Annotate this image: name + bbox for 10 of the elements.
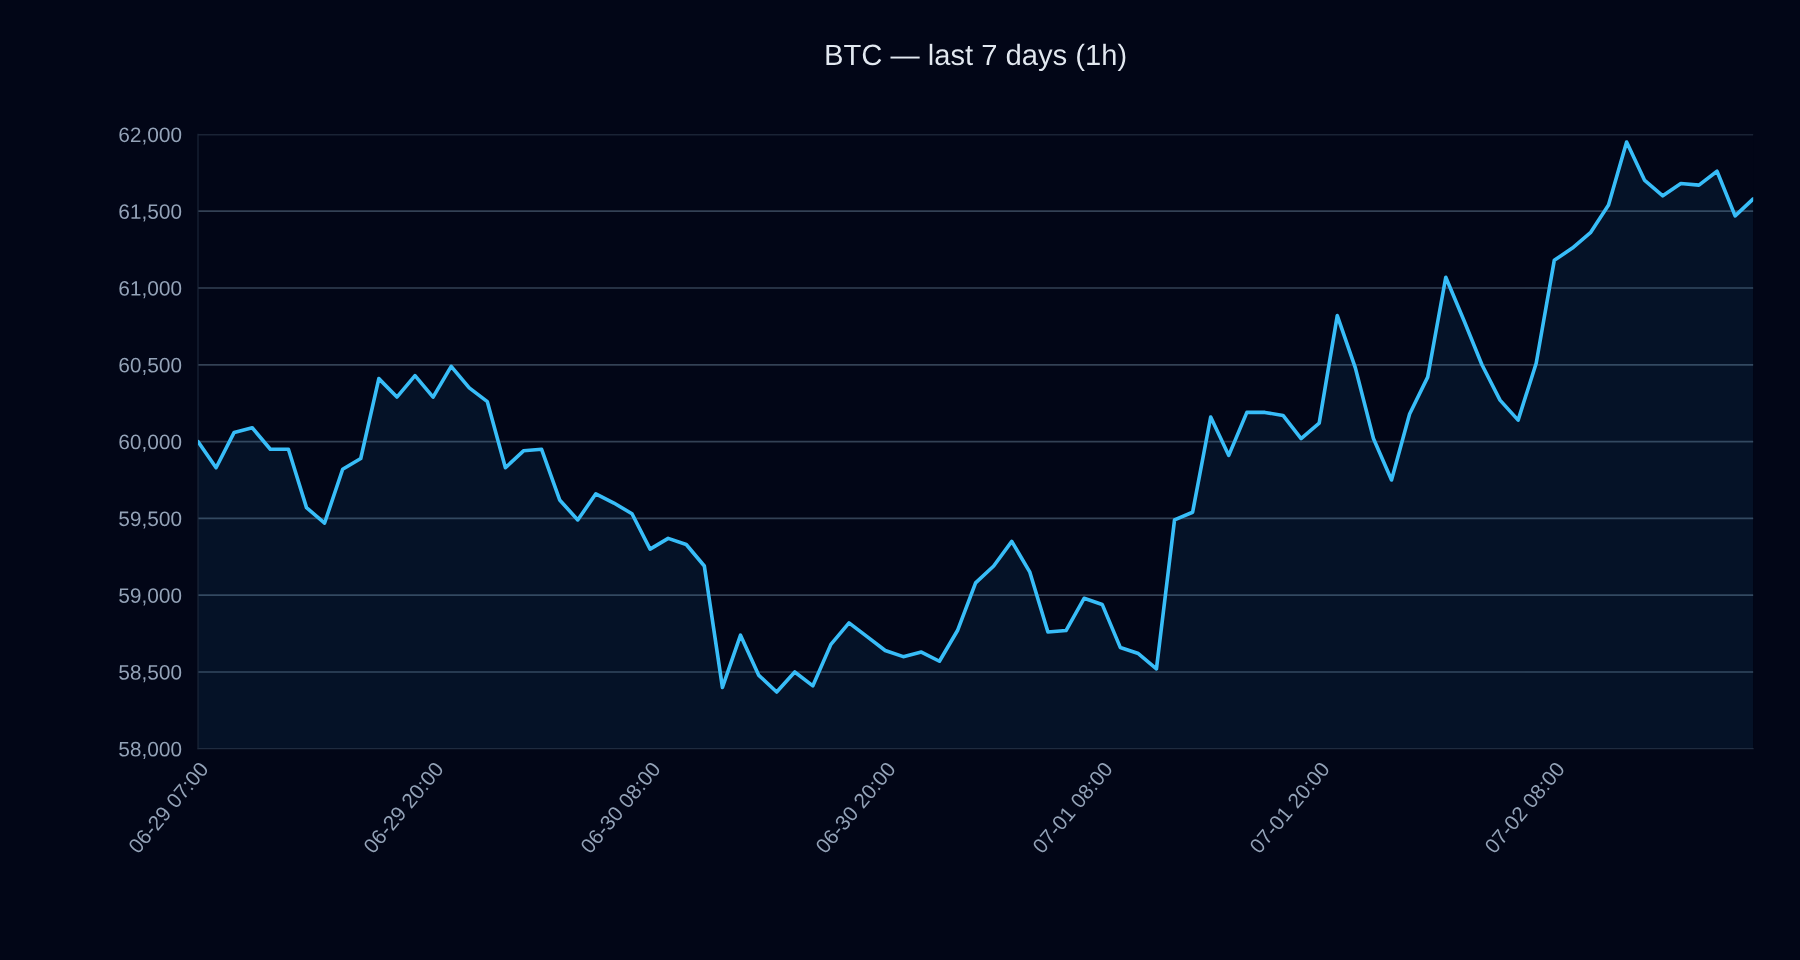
- y-tick-label: 61,500: [119, 204, 182, 222]
- y-tick-label: 61,000: [119, 281, 182, 299]
- y-tick-label: 59,500: [119, 511, 182, 529]
- y-tick-label: 60,500: [119, 357, 182, 376]
- y-tick-label: 60,000: [119, 434, 182, 452]
- chart-title: BTC — last 7 days (1h): [826, 43, 1126, 72]
- y-tick-label: 58,500: [119, 665, 182, 683]
- y-tick-label: 58,000: [119, 741, 182, 760]
- y-tick-label: 62,000: [119, 127, 182, 145]
- y-tick-label: 59,000: [119, 588, 182, 606]
